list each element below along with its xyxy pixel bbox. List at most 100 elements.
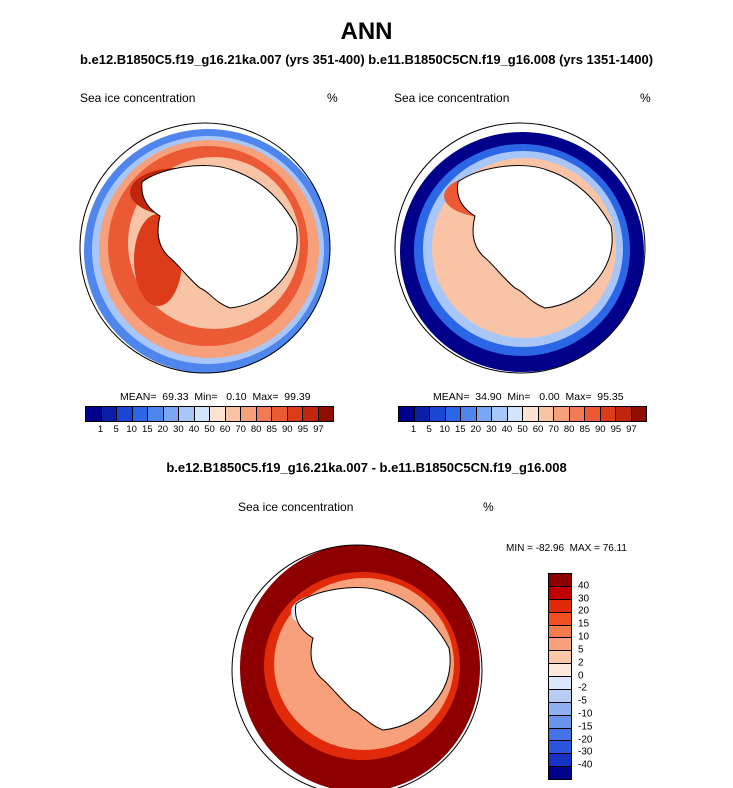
- colorbar-tick-label: 15: [141, 424, 153, 435]
- colorbar-tick-label: 70: [548, 424, 559, 435]
- colorbar-tick-label: 97: [313, 424, 324, 435]
- colorbar-tick-label: 5: [426, 424, 432, 435]
- colorbar-swatch: [399, 407, 415, 421]
- colorbar-tick-label: 90: [595, 424, 606, 435]
- difference-units: %: [483, 500, 494, 514]
- colorbar-swatch: [523, 407, 539, 421]
- colorbar-swatch: [549, 715, 571, 729]
- colorbar-tick-label: 97: [626, 424, 637, 435]
- colorbar-tick-label: 40: [501, 424, 513, 435]
- difference-colorbar-ticks: 40 30 20 15 10 5 2 0 -2 -5 -10 -15 -20 -30 -40: [578, 573, 618, 778]
- colorbar-swatch: [256, 407, 272, 421]
- panel1-map-border: [79, 122, 331, 374]
- colorbar-tick-label: -30: [578, 746, 593, 758]
- colorbar-tick-label: 60: [532, 424, 544, 435]
- colorbar-tick-label: 85: [579, 424, 591, 435]
- colorbar-tick-label: 15: [454, 424, 466, 435]
- panel1-stats: MEAN= 69.33 Min= 0.10 Max= 99.39: [120, 391, 311, 403]
- colorbar-tick-label: 60: [219, 424, 231, 435]
- colorbar-swatch: [287, 407, 303, 421]
- colorbar-tick-label: 95: [610, 424, 622, 435]
- diff-map-border: [231, 544, 483, 788]
- colorbar-swatch: [549, 625, 571, 639]
- colorbar-swatch: [538, 407, 554, 421]
- colorbar-tick-label: -40: [578, 759, 593, 771]
- colorbar-swatch: [194, 407, 210, 421]
- panel1-colorbar: [85, 406, 334, 422]
- colorbar-swatch: [163, 407, 179, 421]
- colorbar-tick-label: 30: [173, 424, 184, 435]
- colorbar-swatch: [148, 407, 164, 421]
- colorbar-tick-label: 0: [578, 670, 584, 681]
- colorbar-swatch: [303, 407, 319, 421]
- colorbar-swatch: [179, 407, 195, 421]
- colorbar-swatch: [549, 702, 571, 716]
- colorbar-tick-label: 50: [204, 424, 215, 435]
- colorbar-tick-label: 95: [297, 424, 309, 435]
- colorbar-swatch: [445, 407, 461, 421]
- panel2-units: %: [640, 91, 651, 105]
- colorbar-swatch: [549, 599, 571, 613]
- colorbar-swatch: [461, 407, 477, 421]
- colorbar-swatch: [549, 612, 571, 626]
- colorbar-tick-label: 5: [578, 644, 584, 656]
- colorbar-swatch: [600, 407, 616, 421]
- colorbar-tick-label: 20: [470, 424, 482, 435]
- colorbar-swatch: [86, 407, 102, 421]
- colorbar-swatch: [492, 407, 508, 421]
- colorbar-swatch: [549, 728, 571, 742]
- panel1-colorbar-ticks: 1 5 10 15 20 30 40 50 60 70 80 85 90 95 97: [85, 424, 334, 436]
- colorbar-tick-label: 40: [578, 580, 590, 592]
- colorbar-swatch: [101, 407, 117, 421]
- colorbar-tick-label: -15: [578, 721, 593, 733]
- panel2-variable: Sea ice concentration: [394, 91, 510, 105]
- colorbar-swatch: [117, 407, 133, 421]
- colorbar-tick-label: 5: [113, 424, 119, 435]
- panel2-stats: MEAN= 34.90 Min= 0.00 Max= 95.35: [433, 391, 624, 403]
- colorbar-swatch: [132, 407, 148, 421]
- panel2-colorbar-ticks: 1 5 10 15 20 30 40 50 60 70 80 85 90 95 97: [398, 424, 647, 436]
- colorbar-swatch: [549, 586, 571, 600]
- colorbar-swatch: [225, 407, 241, 421]
- colorbar-tick-label: 80: [563, 424, 575, 435]
- colorbar-tick-label: 70: [235, 424, 246, 435]
- colorbar-tick-label: 10: [578, 631, 590, 643]
- colorbar-swatch: [414, 407, 430, 421]
- colorbar-swatch: [549, 664, 571, 677]
- colorbar-swatch: [585, 407, 601, 421]
- difference-colorbar: [548, 573, 572, 780]
- colorbar-swatch: [318, 407, 333, 421]
- colorbar-swatch: [616, 407, 632, 421]
- figure-title: ANN: [340, 18, 393, 45]
- colorbar-swatch: [554, 407, 570, 421]
- panel2-ice-field: [395, 123, 645, 373]
- antarctica-landmass: [294, 587, 451, 731]
- colorbar-tick-label: -10: [578, 708, 593, 720]
- panel1-variable: Sea ice concentration: [80, 91, 196, 105]
- difference-title: b.e12.B1850C5.f19_g16.21ka.007 - b.e11.B…: [166, 460, 567, 475]
- colorbar-swatch: [631, 407, 646, 421]
- colorbar-swatch: [549, 689, 571, 703]
- colorbar-swatch: [507, 407, 523, 421]
- colorbar-tick-label: 10: [439, 424, 450, 435]
- colorbar-tick-label: 15: [578, 618, 590, 630]
- colorbar-swatch: [569, 407, 585, 421]
- colorbar-tick-label: 40: [188, 424, 200, 435]
- colorbar-tick-label: 30: [486, 424, 497, 435]
- colorbar-tick-label: -2: [578, 682, 587, 694]
- antarctica-landmass: [456, 165, 613, 309]
- colorbar-swatch: [476, 407, 492, 421]
- panel1-units: %: [327, 91, 338, 105]
- colorbar-tick-label: 20: [157, 424, 169, 435]
- colorbar-swatch: [210, 407, 226, 421]
- colorbar-tick-label: 50: [517, 424, 528, 435]
- colorbar-tick-label: 2: [578, 657, 584, 669]
- colorbar-tick-label: 85: [266, 424, 278, 435]
- difference-variable: Sea ice concentration: [238, 500, 354, 514]
- colorbar-tick-label: 80: [250, 424, 262, 435]
- colorbar-tick-label: 30: [578, 593, 590, 605]
- panel2-colorbar: [398, 406, 647, 422]
- colorbar-tick-label: -20: [578, 734, 593, 746]
- difference-minmax: MIN = -82.96 MAX = 76.11: [506, 543, 627, 554]
